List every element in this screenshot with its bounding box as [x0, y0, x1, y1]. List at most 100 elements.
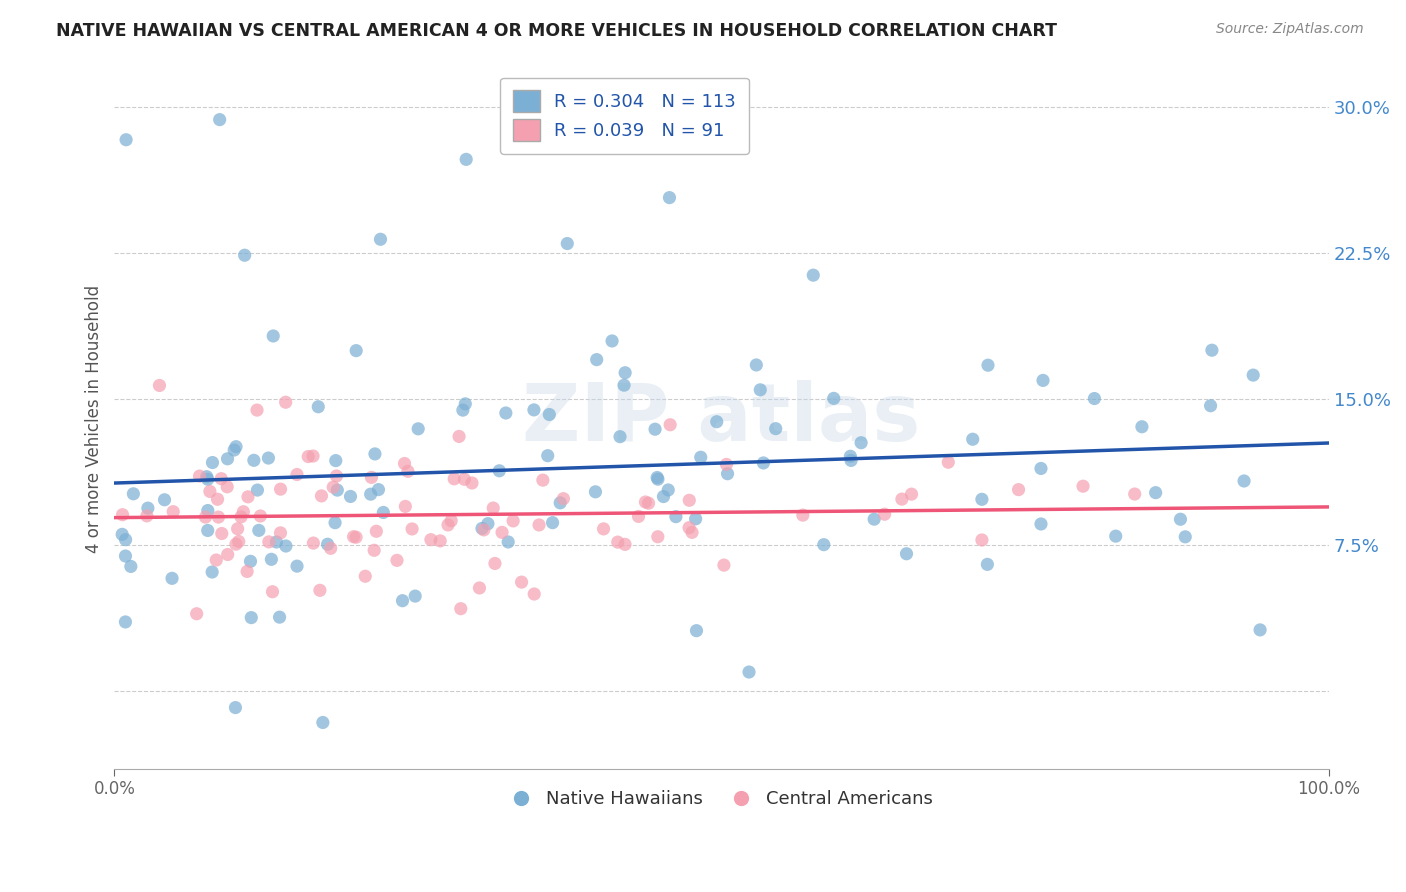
Text: Source: ZipAtlas.com: Source: ZipAtlas.com [1216, 22, 1364, 37]
Point [226, 522, 249, 536]
Point [1249, 623, 1271, 637]
Point [262, 584, 284, 599]
Point [363, 543, 385, 558]
Point [274, 539, 297, 553]
Point [246, 483, 269, 497]
Point [257, 534, 280, 549]
Point [312, 715, 335, 730]
Point [274, 395, 297, 409]
Point [325, 469, 347, 483]
Point [309, 583, 332, 598]
Point [122, 487, 145, 501]
Text: ZIP atlas: ZIP atlas [523, 380, 921, 458]
Point [307, 400, 329, 414]
Point [451, 403, 474, 417]
Point [977, 358, 1000, 372]
Point [232, 505, 254, 519]
Point [792, 508, 814, 523]
Point [217, 548, 239, 562]
Point [678, 493, 700, 508]
Point [342, 530, 364, 544]
Point [472, 523, 495, 537]
Point [461, 475, 484, 490]
Point [456, 153, 478, 167]
Point [657, 483, 679, 497]
Point [360, 470, 382, 484]
Point [391, 593, 413, 607]
Point [970, 492, 993, 507]
Point [637, 496, 659, 510]
Point [239, 554, 262, 568]
Point [1029, 516, 1052, 531]
Point [394, 457, 416, 471]
Point [716, 458, 738, 472]
Point [471, 521, 494, 535]
Point [1105, 529, 1128, 543]
Point [839, 453, 862, 467]
Point [270, 482, 292, 496]
Point [197, 524, 219, 538]
Point [527, 518, 550, 533]
Point [665, 509, 688, 524]
Point [195, 469, 218, 483]
Point [1123, 487, 1146, 501]
Point [246, 403, 269, 417]
Point [645, 470, 668, 484]
Point [537, 449, 560, 463]
Point [325, 453, 347, 467]
Point [197, 472, 219, 486]
Point [394, 500, 416, 514]
Point [962, 432, 984, 446]
Point [120, 559, 142, 574]
Point [496, 535, 519, 549]
Point [207, 510, 229, 524]
Point [269, 610, 291, 624]
Point [443, 472, 465, 486]
Point [211, 526, 233, 541]
Point [627, 509, 650, 524]
Point [224, 700, 246, 714]
Point [160, 571, 183, 585]
Point [482, 501, 505, 516]
Point [153, 492, 176, 507]
Point [208, 112, 231, 127]
Point [257, 450, 280, 465]
Point [233, 248, 256, 262]
Point [136, 501, 159, 516]
Point [652, 490, 675, 504]
Point [437, 517, 460, 532]
Point [592, 522, 614, 536]
Point [863, 512, 886, 526]
Point [488, 464, 510, 478]
Point [319, 541, 342, 556]
Point [839, 450, 862, 464]
Point [201, 565, 224, 579]
Point [322, 480, 344, 494]
Point [262, 329, 284, 343]
Point [1071, 479, 1094, 493]
Point [890, 492, 912, 507]
Point [209, 472, 232, 486]
Point [523, 403, 546, 417]
Point [269, 525, 291, 540]
Point [236, 490, 259, 504]
Point [970, 533, 993, 547]
Point [207, 492, 229, 507]
Point [541, 516, 564, 530]
Point [896, 547, 918, 561]
Point [162, 505, 184, 519]
Point [344, 530, 367, 544]
Point [1199, 399, 1222, 413]
Point [247, 524, 270, 538]
Point [495, 406, 517, 420]
Point [440, 514, 463, 528]
Point [658, 191, 681, 205]
Point [385, 553, 408, 567]
Point [453, 472, 475, 486]
Point [114, 615, 136, 629]
Point [186, 607, 208, 621]
Point [1032, 373, 1054, 387]
Point [1201, 343, 1223, 358]
Point [1029, 461, 1052, 475]
Point [813, 538, 835, 552]
